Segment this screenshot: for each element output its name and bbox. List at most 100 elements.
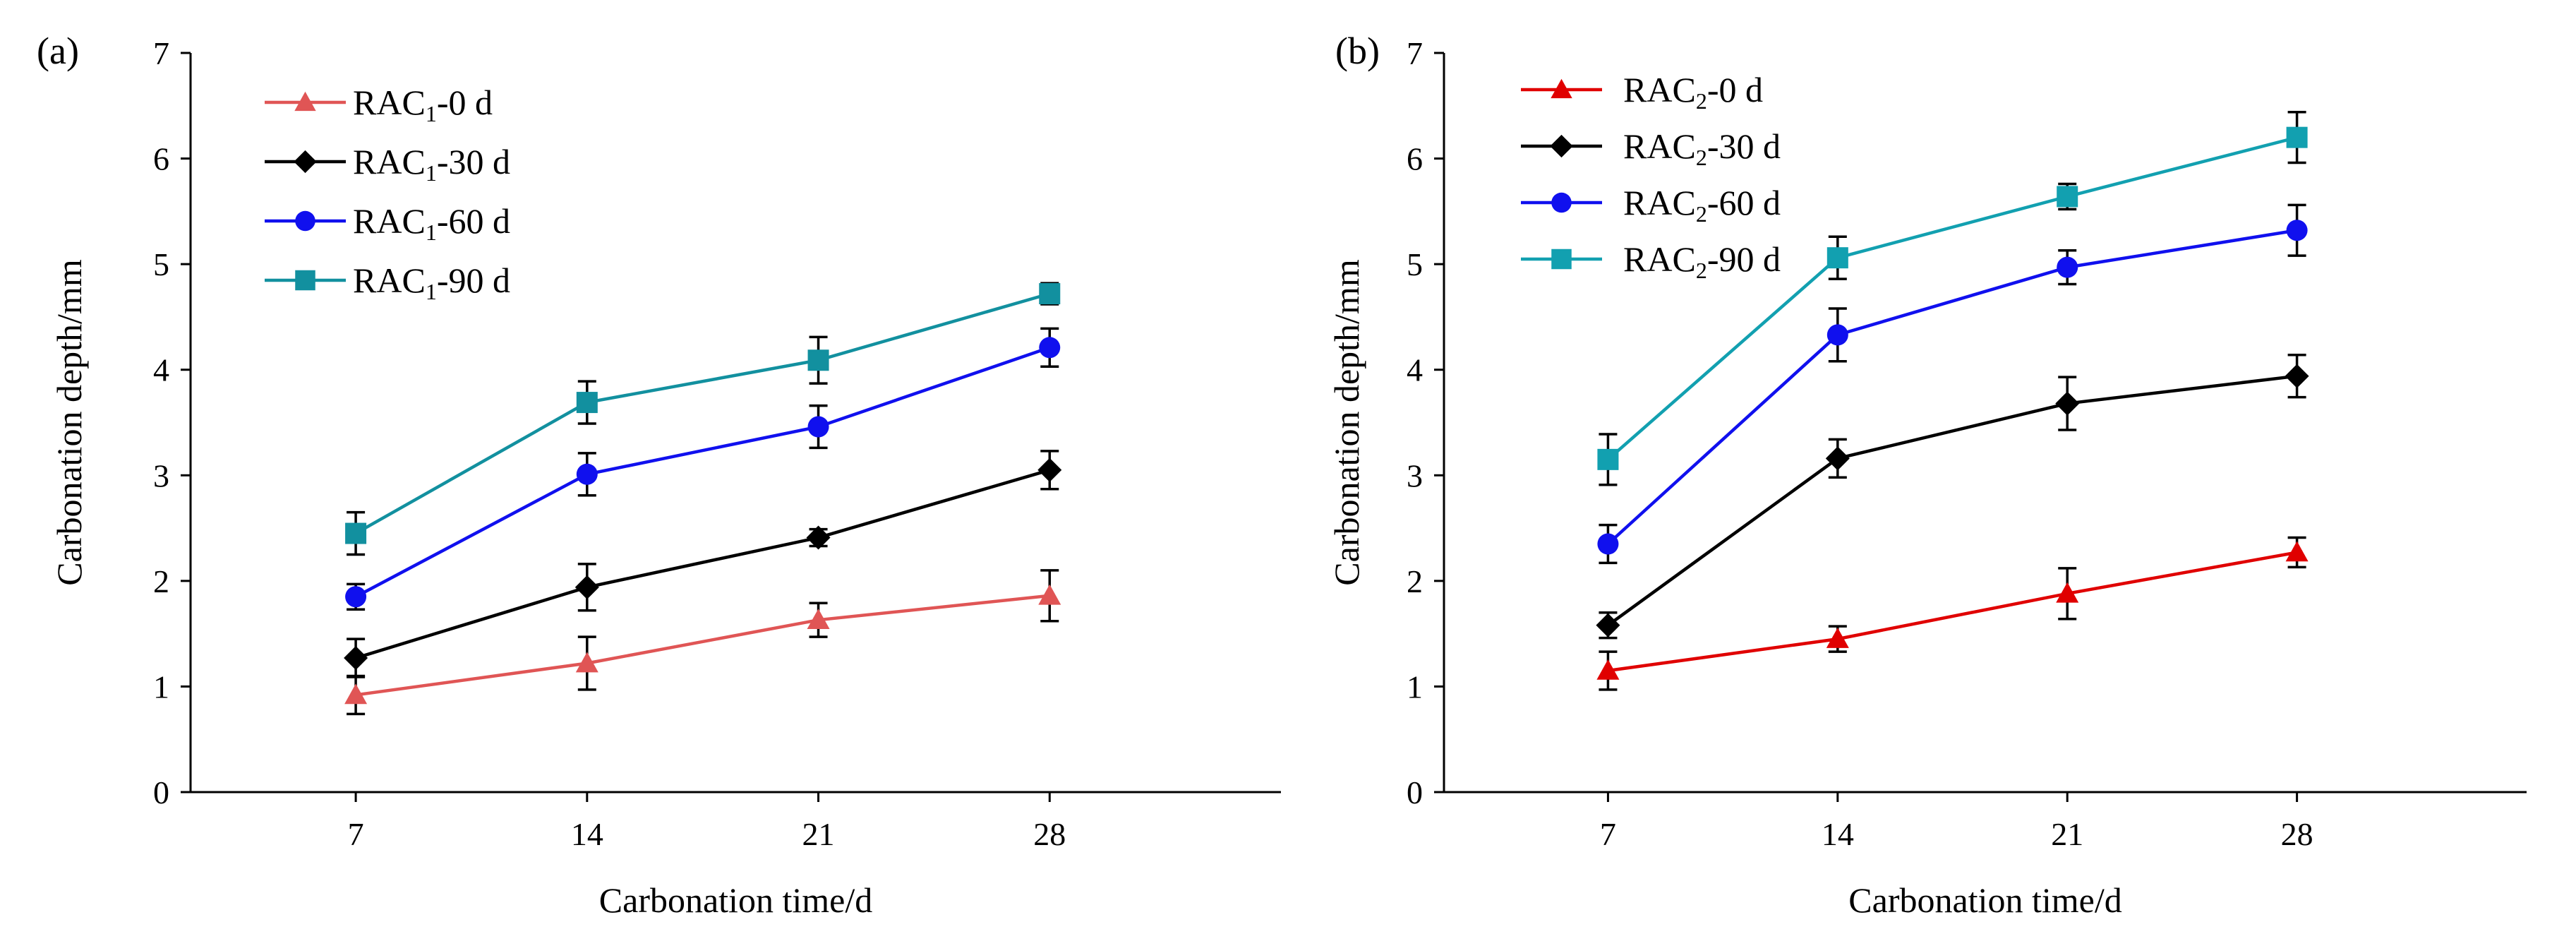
legend-entry: RAC1-90 d (265, 261, 510, 304)
series-line (355, 346, 1051, 599)
panel-label: (a) (37, 30, 79, 72)
legend-label: RAC2-0 d (1623, 70, 1763, 114)
y-tick-label: 2 (1407, 563, 1423, 599)
data-point (2055, 391, 2080, 416)
series-3 (1597, 203, 2308, 565)
series-line (1607, 374, 2297, 627)
y-tick-label: 7 (1407, 35, 1423, 71)
series-2 (344, 450, 1062, 678)
chart-panel-1: 0 1 2 3 4 5 6 7 7 14 21 28 Carbonation time/d Carbona… (37, 30, 1281, 920)
data-point (2057, 256, 2078, 278)
data-point (2285, 541, 2309, 562)
data-point (2286, 220, 2308, 241)
legend-entry: RAC1-0 d (265, 83, 493, 126)
x-tick-label: 14 (1822, 816, 1854, 852)
y-tick-label: 0 (1407, 774, 1423, 810)
data-point (344, 646, 368, 671)
y-tick-label: 3 (153, 457, 169, 493)
y-tick-label: 7 (153, 35, 169, 71)
x-tick-label: 7 (1600, 816, 1616, 852)
data-point (807, 349, 829, 371)
series-4 (345, 282, 1061, 556)
legend-marker (1551, 192, 1572, 213)
data-point (345, 586, 367, 608)
data-point (1826, 247, 1848, 269)
legend-marker (294, 150, 317, 174)
y-tick-label: 0 (153, 774, 169, 810)
x-tick-label: 28 (2281, 816, 2313, 852)
legend-marker (295, 270, 315, 291)
x-tick-label: 21 (802, 816, 835, 852)
y-tick-label: 4 (1407, 352, 1423, 388)
data-point (345, 522, 367, 544)
y-tick-label: 6 (1407, 141, 1423, 177)
legend-entry: RAC2-90 d (1521, 239, 1781, 283)
y-tick-label: 5 (1407, 246, 1423, 282)
legend-label: RAC2-30 d (1623, 126, 1781, 170)
legend-entry: RAC2-30 d (1521, 126, 1781, 170)
series-1 (1596, 536, 2309, 691)
series-line (355, 468, 1050, 660)
series-1 (344, 569, 1061, 716)
series-3 (345, 327, 1061, 611)
series-2 (1596, 354, 2309, 640)
legend-label: RAC1-30 d (353, 142, 510, 186)
y-tick-label: 4 (153, 352, 169, 388)
data-point (1825, 446, 1850, 471)
x-tick-label: 7 (348, 816, 364, 852)
data-point (1597, 533, 1619, 555)
legend-entry: RAC1-60 d (265, 201, 510, 245)
y-tick-label: 1 (1407, 669, 1423, 705)
data-point (1039, 283, 1061, 305)
data-point (806, 525, 831, 550)
legend-marker (294, 91, 316, 112)
series-line (1608, 551, 2298, 673)
data-point (2285, 364, 2309, 388)
series-4 (1597, 111, 2308, 486)
y-axis-title: Carbonation depth/mm (49, 259, 89, 586)
data-point (576, 392, 598, 414)
y-tick-label: 2 (153, 563, 169, 599)
data-point (1596, 613, 1620, 637)
legend-entry: RAC2-60 d (1521, 183, 1781, 227)
series-line (1606, 229, 2297, 546)
legend-label: RAC2-90 d (1623, 239, 1781, 283)
data-point (1039, 337, 1061, 359)
x-tick-label: 21 (2051, 816, 2083, 852)
legend-marker (1551, 249, 1572, 270)
series-line (354, 292, 1050, 535)
data-point (2057, 186, 2078, 208)
y-tick-label: 3 (1407, 457, 1423, 493)
data-point (1596, 659, 1620, 680)
legend-label: RAC1-0 d (353, 83, 493, 126)
x-axis-title: Carbonation time/d (599, 880, 872, 920)
data-point (575, 652, 598, 673)
y-tick-label: 5 (153, 246, 169, 282)
data-point (2056, 582, 2079, 603)
x-axis-title: Carbonation time/d (1848, 880, 2121, 920)
legend-entry: RAC2-0 d (1521, 70, 1763, 114)
legend-label: RAC2-60 d (1623, 183, 1781, 227)
x-tick-label: 28 (1033, 816, 1066, 852)
legend-entry: RAC1-30 d (265, 142, 510, 186)
data-point (1597, 448, 1619, 470)
x-tick-label: 14 (571, 816, 603, 852)
y-tick-label: 1 (153, 669, 169, 705)
data-point (2286, 126, 2308, 148)
legend-label: RAC1-90 d (353, 261, 510, 304)
y-tick-label: 6 (153, 141, 169, 177)
legend-marker (295, 210, 315, 232)
legend-marker (1551, 78, 1572, 99)
data-point (807, 416, 829, 438)
chart-panel-2: 0 1 2 3 4 5 6 7 7 14 21 28 Carbonation time/d Carbona… (1327, 30, 2527, 920)
data-point (1037, 457, 1062, 482)
data-point (807, 609, 830, 629)
series-line (1606, 136, 2298, 461)
data-point (344, 683, 368, 705)
y-axis-title: Carbonation depth/mm (1327, 259, 1366, 586)
data-point (576, 463, 598, 485)
legend-marker (1550, 134, 1573, 158)
legend-label: RAC1-60 d (353, 201, 510, 245)
